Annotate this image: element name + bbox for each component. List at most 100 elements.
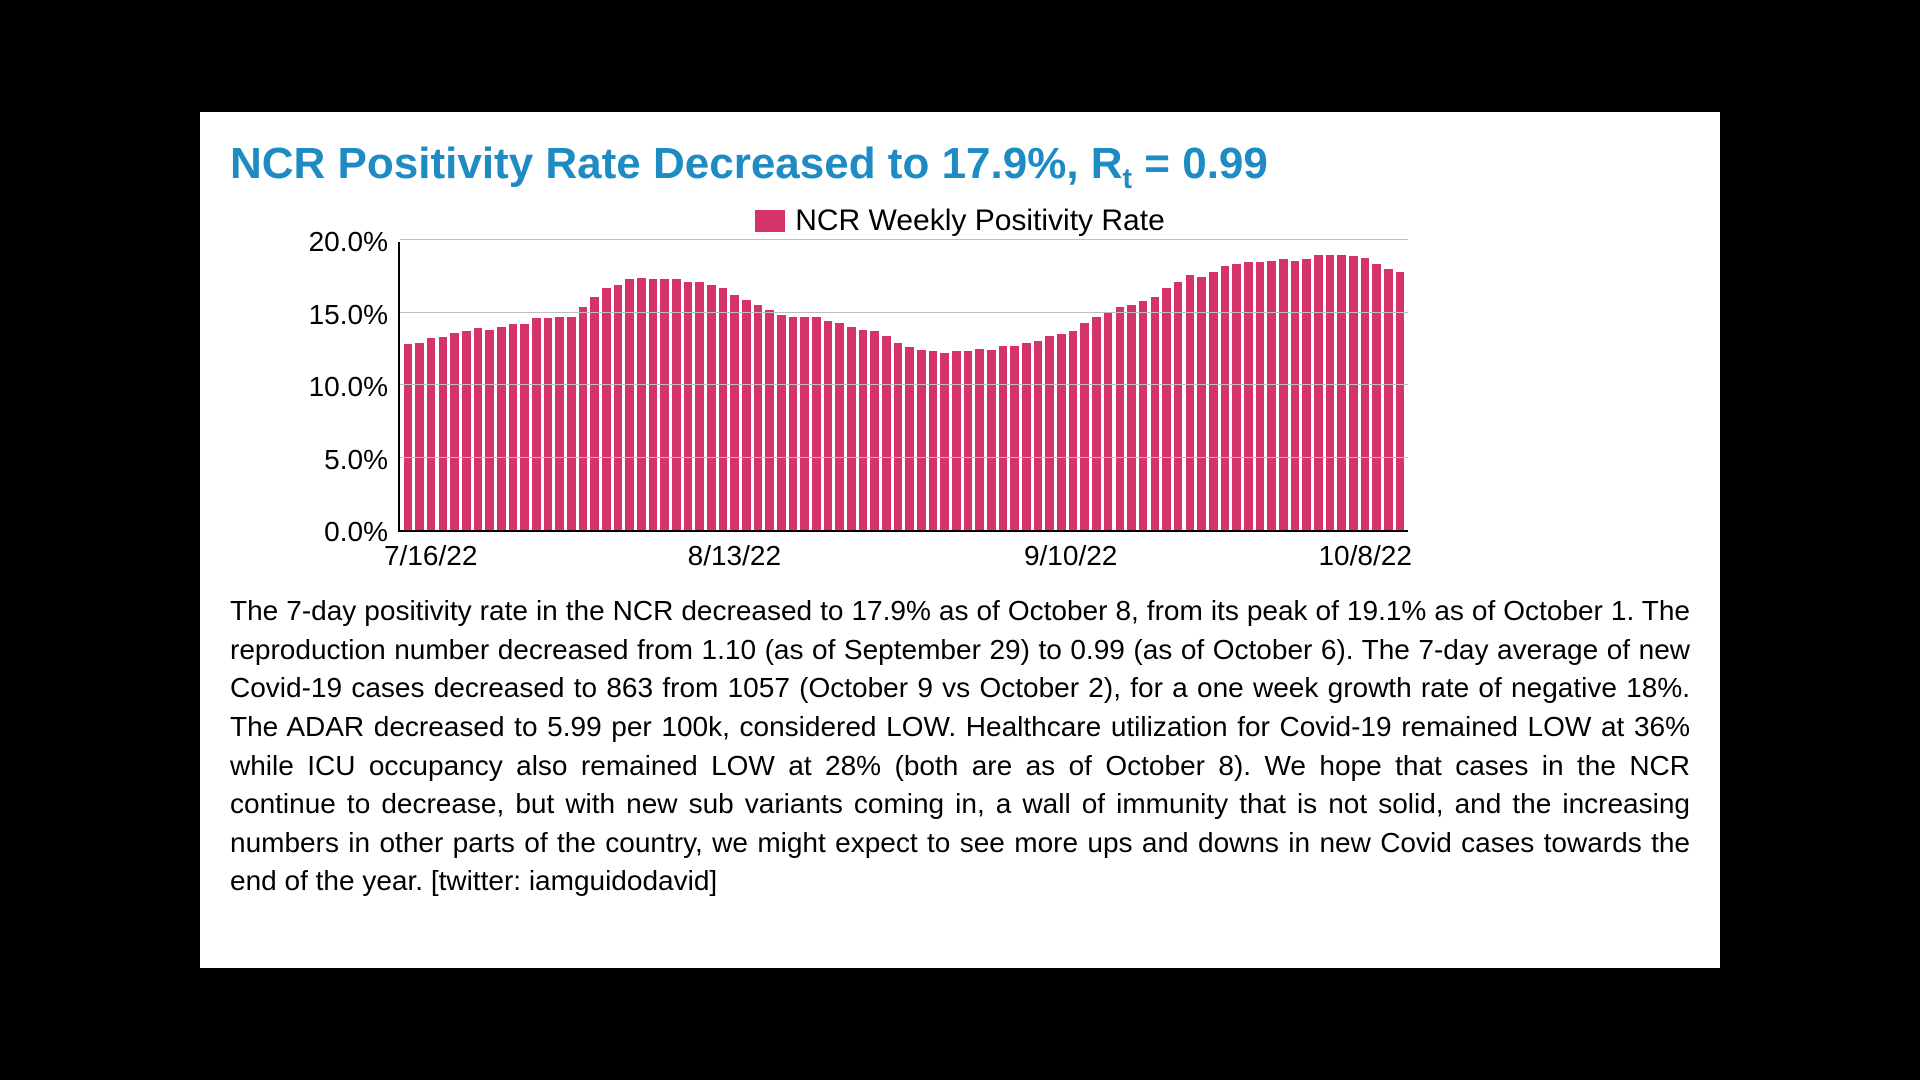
bar-slot <box>1242 242 1254 530</box>
bar <box>637 278 646 530</box>
bars-container <box>400 242 1408 530</box>
bar-slot <box>565 242 577 530</box>
bar-slot <box>1044 242 1056 530</box>
bar <box>497 327 506 530</box>
slide-title: NCR Positivity Rate Decreased to 17.9%, … <box>230 140 1268 195</box>
bar-slot <box>1394 242 1406 530</box>
bar-slot <box>507 242 519 530</box>
bar-slot <box>1312 242 1324 530</box>
bar <box>999 346 1008 530</box>
bar <box>952 351 961 530</box>
bar <box>1337 255 1346 530</box>
bar-slot <box>682 242 694 530</box>
bar-slot <box>729 242 741 530</box>
gridline <box>400 312 1408 313</box>
bar-slot <box>694 242 706 530</box>
y-axis: 0.0%5.0%10.0%15.0%20.0% <box>230 242 388 532</box>
bar <box>1232 264 1241 530</box>
bar <box>1372 264 1381 530</box>
bar-slot <box>670 242 682 530</box>
bar <box>1361 258 1370 530</box>
bar <box>415 343 424 530</box>
bar <box>649 279 658 530</box>
bar <box>964 351 973 530</box>
bar-slot <box>927 242 939 530</box>
y-tick-label: 15.0% <box>309 299 388 331</box>
bar <box>1127 305 1136 530</box>
bar-slot <box>437 242 449 530</box>
bar-slot <box>1056 242 1068 530</box>
chart: 0.0%5.0%10.0%15.0%20.0% 7/16/228/13/229/… <box>230 232 1430 562</box>
bar <box>777 315 786 530</box>
bar-slot <box>811 242 823 530</box>
bar <box>1069 331 1078 530</box>
bar <box>520 324 529 530</box>
bar-slot <box>659 242 671 530</box>
bar-slot <box>484 242 496 530</box>
bar <box>532 318 541 530</box>
bar-slot <box>577 242 589 530</box>
bar <box>672 279 681 530</box>
bar-slot <box>449 242 461 530</box>
bar <box>742 300 751 530</box>
gridline <box>400 384 1408 385</box>
bar-slot <box>1301 242 1313 530</box>
y-tick-label: 20.0% <box>309 226 388 258</box>
bar <box>765 310 774 530</box>
bar-slot <box>635 242 647 530</box>
bar <box>1302 259 1311 530</box>
bar-slot <box>1079 242 1091 530</box>
bar-slot <box>1324 242 1336 530</box>
bar-slot <box>647 242 659 530</box>
bar <box>1244 262 1253 530</box>
x-tick-label: 8/13/22 <box>688 540 781 572</box>
bar <box>1045 336 1054 530</box>
bar <box>1267 261 1276 530</box>
y-tick-label: 10.0% <box>309 371 388 403</box>
body-text: The 7-day positivity rate in the NCR dec… <box>230 592 1690 901</box>
bar <box>695 282 704 530</box>
bar-slot <box>986 242 998 530</box>
bar <box>1080 323 1089 530</box>
bar-slot <box>519 242 531 530</box>
bar <box>590 297 599 530</box>
bar <box>1326 255 1335 530</box>
bar-slot <box>822 242 834 530</box>
bar <box>1314 255 1323 530</box>
bar <box>789 317 798 530</box>
bar <box>1291 261 1300 530</box>
x-tick-label: 7/16/22 <box>384 540 477 572</box>
bar-slot <box>1336 242 1348 530</box>
bar <box>555 317 564 530</box>
bar-slot <box>600 242 612 530</box>
bar-slot <box>1254 242 1266 530</box>
bar-slot <box>776 242 788 530</box>
bar <box>1221 266 1230 530</box>
bar <box>1384 269 1393 530</box>
bar <box>754 305 763 530</box>
bar <box>684 282 693 530</box>
bar-slot <box>1184 242 1196 530</box>
bar-slot <box>1371 242 1383 530</box>
bar-slot <box>495 242 507 530</box>
bar <box>1139 301 1148 530</box>
bar-slot <box>799 242 811 530</box>
bar <box>719 288 728 530</box>
bar <box>1057 334 1066 530</box>
bar <box>427 338 436 530</box>
bar-slot <box>1172 242 1184 530</box>
x-tick-label: 9/10/22 <box>1024 540 1117 572</box>
bar <box>975 349 984 530</box>
x-tick-label: 10/8/22 <box>1318 540 1411 572</box>
bar <box>1092 317 1101 530</box>
bar-slot <box>764 242 776 530</box>
bar <box>474 328 483 530</box>
bar <box>917 350 926 530</box>
bar <box>450 333 459 530</box>
bar <box>870 331 879 530</box>
bar-slot <box>846 242 858 530</box>
bar <box>1279 259 1288 530</box>
bar <box>439 337 448 530</box>
bar-slot <box>1137 242 1149 530</box>
bar-slot <box>589 242 601 530</box>
